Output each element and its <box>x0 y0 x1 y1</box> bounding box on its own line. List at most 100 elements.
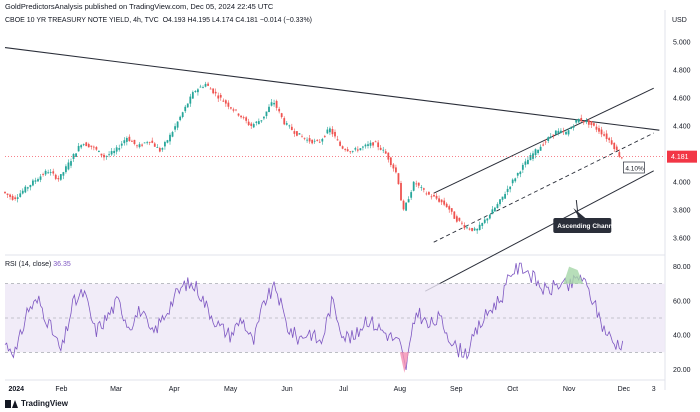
candle-body <box>161 148 164 150</box>
candle-body <box>430 196 433 198</box>
candle-body <box>219 94 222 98</box>
candle-body <box>265 111 268 117</box>
candle-body <box>402 200 405 210</box>
candle-body <box>296 131 298 136</box>
candle-body <box>346 149 349 152</box>
candle-body <box>407 199 410 203</box>
candle-body <box>156 147 159 148</box>
callout-box <box>553 218 612 233</box>
candle-body <box>344 149 347 150</box>
candle-body <box>572 126 575 128</box>
candle-body <box>369 142 372 146</box>
callout-pointer-line <box>575 199 579 219</box>
candle-body <box>70 161 72 166</box>
candle-body <box>336 139 339 141</box>
candle-body <box>77 145 80 152</box>
candle-body <box>273 102 275 105</box>
candle-body <box>306 139 308 141</box>
candle-body <box>367 144 369 146</box>
candle-body <box>115 147 118 152</box>
candle-body <box>245 117 248 121</box>
candle-body <box>476 229 479 231</box>
descending-trendline <box>4 47 660 131</box>
candle-body <box>443 200 446 205</box>
candle-body <box>311 139 314 144</box>
time-tick-label-6: Jul <box>339 386 348 393</box>
candle-body <box>575 119 578 123</box>
candle-body <box>557 130 560 134</box>
rsi-overbought-fill <box>563 266 584 284</box>
candle-body <box>486 218 489 221</box>
candle-body <box>44 170 47 175</box>
candle-body <box>509 186 512 190</box>
candle-body <box>580 117 583 122</box>
candle-body <box>397 173 400 185</box>
candle-body <box>468 228 471 230</box>
candle-body <box>110 151 113 155</box>
candle-body <box>395 167 397 173</box>
currency-label: USD <box>672 17 687 24</box>
candle-body <box>90 145 93 147</box>
candle-body <box>67 162 70 170</box>
candle-body <box>618 152 621 157</box>
candle-body <box>351 150 354 152</box>
callout-label: Ascending Channel <box>557 223 618 230</box>
last-price-label: 4.181 <box>671 154 689 161</box>
candle-body <box>212 88 215 94</box>
candle-body <box>176 121 179 128</box>
candle-body <box>80 145 83 148</box>
candle-body <box>438 198 440 202</box>
candle-body <box>615 146 618 151</box>
candle-body <box>194 90 197 92</box>
candle-body <box>334 131 336 137</box>
candle-body <box>372 142 374 146</box>
candle-body <box>585 120 588 123</box>
candle-body <box>554 130 557 135</box>
candle-body <box>483 219 486 223</box>
candle-body <box>240 115 242 118</box>
candle-body <box>26 187 29 189</box>
candle-body <box>21 190 24 194</box>
candle-body <box>189 96 192 104</box>
candle-body <box>232 109 235 111</box>
candle-body <box>425 193 428 195</box>
candle-body <box>466 227 468 229</box>
candle-body <box>450 208 453 212</box>
candle-body <box>514 178 517 182</box>
rsi-tick-label-3: 20.00 <box>673 367 691 374</box>
candle-body <box>247 121 250 126</box>
candle-body <box>613 142 616 150</box>
candle-body <box>136 145 138 147</box>
tradingview-logo-text: TradingView <box>21 399 68 408</box>
time-tick-label-10: Nov <box>563 386 576 393</box>
rsi-value: 36.35 <box>53 261 71 268</box>
candle-body <box>197 89 199 93</box>
candle-body <box>400 182 402 201</box>
candle-body <box>316 139 319 141</box>
time-tick-label-12: 3 <box>652 386 656 393</box>
candle-body <box>341 146 344 149</box>
candle-body <box>113 150 116 154</box>
candle-body <box>181 112 184 118</box>
candle-body <box>250 123 253 126</box>
price-tick-label-3: 4.400 <box>673 124 691 131</box>
candle-body <box>417 182 420 186</box>
time-tick-label-2: Mar <box>110 386 123 393</box>
candle-body <box>209 88 212 90</box>
candle-body <box>11 195 14 200</box>
candle-body <box>511 179 514 184</box>
candle-body <box>529 155 532 161</box>
candle-body <box>123 140 126 144</box>
candle-body <box>186 103 189 108</box>
candle-body <box>364 144 367 147</box>
candle-body <box>224 100 227 104</box>
candle-body <box>491 209 494 215</box>
candle-body <box>146 142 149 144</box>
candle-body <box>527 159 529 165</box>
candle-body <box>54 174 57 179</box>
candle-body <box>359 148 362 151</box>
candle-body <box>521 164 524 170</box>
time-tick-label-9: Oct <box>507 386 518 393</box>
